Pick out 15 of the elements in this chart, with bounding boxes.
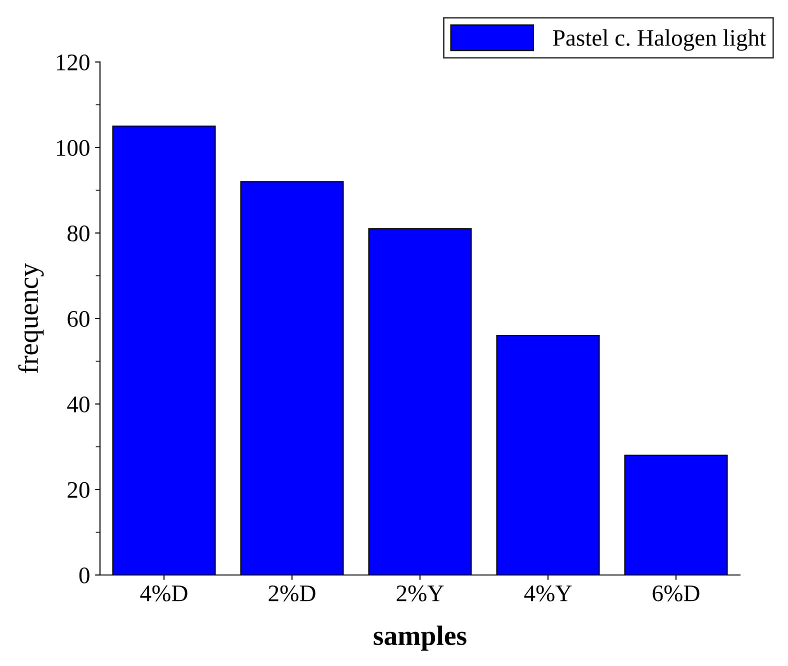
y-tick-label: 40: [67, 396, 90, 412]
y-tick-label: 120: [56, 54, 90, 70]
y-tick-label: 0: [79, 567, 90, 584]
x-tick-label: 2%Y: [396, 585, 444, 602]
y-tick-label: 80: [68, 225, 90, 242]
y-axis-title: frequency: [18, 263, 44, 374]
y-tick-label: 60: [68, 310, 90, 327]
x-tick-label: 2%D: [268, 585, 316, 602]
x-tick-label: 4%D: [140, 585, 188, 602]
x-tick-label: 6%D: [652, 585, 700, 602]
y-tick-label: 100: [56, 140, 90, 156]
x-tick-label: 4%Y: [524, 585, 572, 602]
x-axis-title: samples: [374, 626, 466, 651]
legend-label: Pastel c. Halogen light: [553, 29, 766, 51]
y-tick-label: 20: [68, 482, 90, 498]
